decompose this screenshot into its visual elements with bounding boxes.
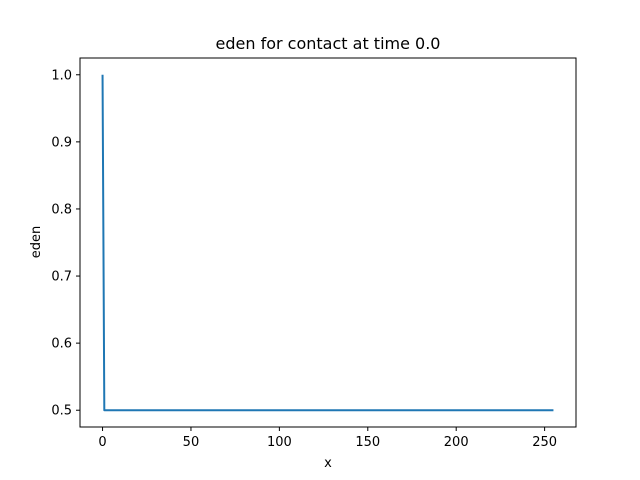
x-tick-label: 150 [355,435,380,450]
x-tick-label: 0 [98,435,106,450]
x-tick-label: 50 [183,435,200,450]
y-tick-label: 0.9 [51,135,72,150]
x-axis-label: x [324,456,332,471]
x-tick-label: 100 [267,435,292,450]
y-axis-label: eden [29,226,44,259]
y-tick-label: 0.6 [51,337,72,352]
axes-frame [79,57,577,428]
y-tick-label: 0.5 [51,404,72,419]
series-layer [101,74,554,412]
y-tick-label: 0.7 [51,270,72,285]
x-tick-label: 200 [444,435,469,450]
x-axis: 0 50 100 150 200 250 [98,427,557,450]
x-tick-label: 250 [532,435,557,450]
y-tick-label: 1.0 [51,68,72,83]
series-line [101,74,554,412]
y-tick-label: 0.8 [51,202,72,217]
chart-title: eden for contact at time 0.0 [216,34,441,53]
y-axis: 0.5 0.6 0.7 0.8 0.9 1.0 [51,68,80,419]
